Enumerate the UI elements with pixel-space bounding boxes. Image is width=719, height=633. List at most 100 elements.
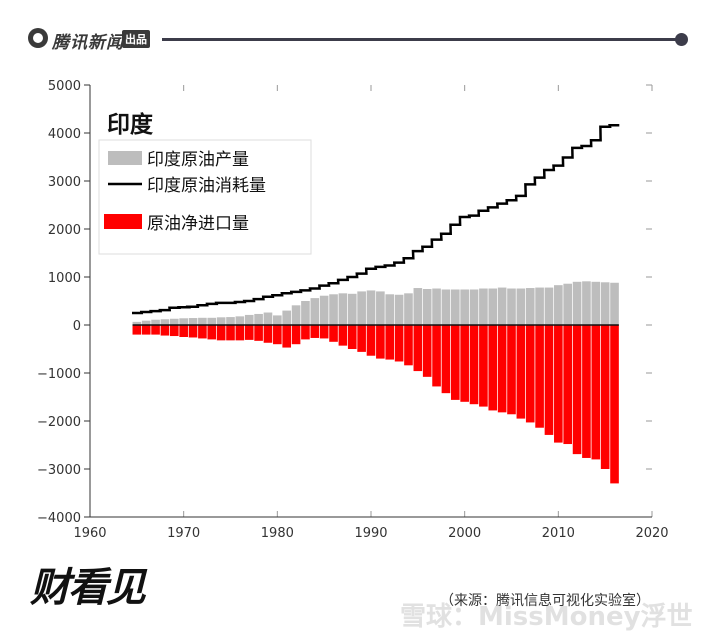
production-bar [226, 317, 235, 325]
net-import-bar [263, 325, 273, 343]
net-import-bar [554, 325, 563, 443]
net-import-bar [244, 325, 254, 340]
net-import-bar [160, 325, 170, 336]
production-bar [404, 293, 413, 325]
net-import-bar [507, 325, 516, 415]
production-bar [563, 283, 573, 325]
production-bar [151, 319, 160, 325]
header-rule [162, 38, 680, 41]
net-import-bar [591, 325, 601, 460]
production-bar [357, 291, 366, 325]
net-import-bar [216, 325, 226, 341]
production-bar [385, 294, 395, 325]
consumption-line [132, 124, 620, 315]
y-tick-label: 2000 [48, 223, 81, 238]
production-bar [516, 288, 526, 325]
production-bar [179, 318, 188, 325]
net-import-bar [357, 325, 366, 352]
production-bar [310, 298, 320, 325]
net-import-bar [582, 325, 591, 458]
net-import-bar [273, 325, 282, 345]
legend-swatch-production [108, 151, 142, 165]
production-bar [263, 312, 273, 325]
net-import-bar [413, 325, 423, 372]
y-tick-label: 3000 [48, 175, 81, 190]
header: 腾讯新闻 出品 [0, 0, 719, 70]
tencent-news-logo-icon [28, 28, 48, 48]
production-bar [216, 317, 226, 325]
production-bar [460, 289, 469, 325]
production-bar [169, 318, 179, 325]
chart-title: 印度 [107, 111, 154, 138]
net-import-bar [563, 325, 573, 445]
production-bar [329, 294, 338, 325]
net-import-bar [132, 325, 142, 335]
production-bar [600, 282, 610, 325]
x-tick-label: 2020 [635, 526, 668, 541]
legend-label-consumption: 印度原油消耗量 [147, 176, 266, 196]
y-tick-label: −1000 [37, 367, 81, 382]
y-tick-label: 1000 [48, 271, 81, 286]
production-bar [282, 310, 292, 325]
net-import-bar [394, 325, 404, 362]
net-import-bar [366, 325, 376, 356]
legend-swatch-net-import [104, 214, 142, 229]
production-bar [572, 281, 582, 325]
y-tick-label: 0 [73, 319, 81, 334]
y-tick-label: −3000 [37, 463, 81, 478]
net-import-bar [376, 325, 385, 359]
net-import-bar [516, 325, 526, 419]
production-bar [319, 295, 329, 325]
net-import-bar [301, 325, 310, 340]
net-import-bar [319, 325, 329, 339]
production-bar [132, 321, 142, 325]
net-import-bar [469, 325, 479, 405]
production-bar [469, 289, 479, 325]
production-bar [610, 282, 619, 325]
net-import-bar [544, 325, 554, 435]
axes: 5000 4000 3000 2000 1000 0 −1000 −2000 −3000 −400… [37, 79, 669, 541]
net-import-bar [141, 325, 151, 335]
net-import-bar [207, 325, 217, 340]
production-bar [488, 288, 498, 325]
net-import-bar [291, 325, 301, 345]
net-import-bar [525, 325, 535, 423]
net-import-bar [282, 325, 292, 348]
production-bar [188, 318, 198, 325]
production-bar [413, 288, 423, 325]
net-import-bar [479, 325, 488, 407]
net-import-bar [600, 325, 610, 469]
production-bar [291, 305, 301, 325]
legend-label-net-import: 原油净进口量 [147, 214, 249, 234]
legend-label-production: 印度原油产量 [147, 150, 249, 170]
x-tick-label: 1970 [167, 526, 200, 541]
brand-name: 腾讯新闻 [52, 33, 124, 53]
production-bar [394, 294, 404, 325]
y-tick-label: 5000 [48, 79, 81, 94]
y-tick-label: −2000 [37, 415, 81, 430]
production-bar [198, 317, 207, 325]
production-bar [254, 313, 263, 325]
net-import-bar [169, 325, 179, 337]
production-bar [273, 315, 282, 325]
x-tick-label: 2010 [542, 526, 575, 541]
production-bar [366, 290, 376, 325]
production-bar [441, 289, 451, 325]
legend: 印度原油产量 印度原油消耗量 原油净进口量 [98, 139, 312, 255]
brand-badge: 出品 [122, 30, 150, 48]
x-tick-label: 2000 [448, 526, 481, 541]
net-import-bar [404, 325, 413, 366]
net-import-bar [188, 325, 198, 338]
net-import-bar [151, 325, 160, 335]
x-tick-label: 1990 [354, 526, 387, 541]
footer-brand-logo: 财看见 [30, 555, 146, 613]
net-import-bar [338, 325, 348, 346]
net-import-bar [422, 325, 432, 377]
production-bar [338, 293, 348, 325]
net-import-bar [432, 325, 441, 387]
production-bar [422, 289, 432, 325]
production-bar [235, 316, 245, 325]
production-bar [591, 281, 601, 325]
net-import-bar [441, 325, 451, 394]
